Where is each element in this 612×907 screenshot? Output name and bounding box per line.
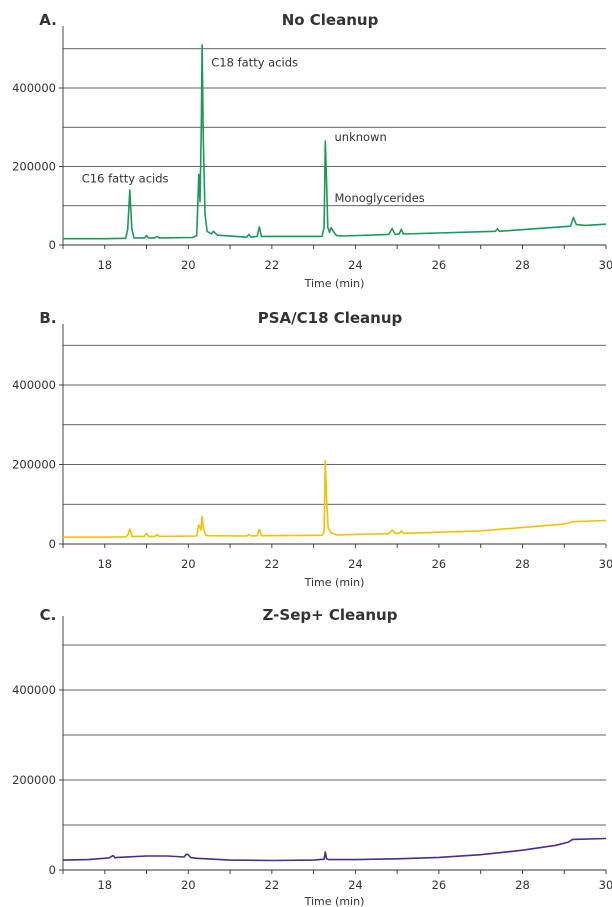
- annotation: Monoglycerides: [335, 191, 425, 205]
- panel-letter: C.: [40, 606, 57, 624]
- y-tick-label: 200000: [12, 458, 56, 472]
- x-tick-label: 26: [432, 258, 447, 272]
- annotation: unknown: [335, 130, 387, 144]
- x-tick-label: 20: [181, 258, 196, 272]
- x-tick-label: 18: [97, 557, 112, 571]
- chart-panel-c: C. Z-Sep+ Cleanup 0 200000 400000 18 20 22 24 26 2…: [12, 606, 612, 907]
- y-tick-label: 400000: [12, 378, 56, 392]
- x-tick-label: 20: [181, 878, 196, 892]
- x-axis-label: Time (min): [304, 277, 365, 290]
- panel-letter: B.: [39, 309, 56, 327]
- y-tick-label: 0: [49, 537, 56, 551]
- x-tick-label: 30: [599, 878, 612, 892]
- y-tick-label: 0: [49, 238, 56, 252]
- x-axis-label: Time (min): [304, 895, 365, 907]
- y-tick-label: 0: [49, 863, 56, 877]
- x-tick-label: 30: [599, 557, 612, 571]
- x-tick-label: 26: [432, 878, 447, 892]
- x-axis-label: Time (min): [304, 576, 365, 589]
- x-tick-label: 24: [348, 878, 363, 892]
- x-tick-label: 28: [515, 878, 530, 892]
- x-tick-label: 18: [97, 878, 112, 892]
- chart-panel-b: B. PSA/C18 Cleanup 0 200000 400000 18 20 22 24 26…: [12, 309, 612, 589]
- chart-panel-a: A. No Cleanup 0 200000 400000 18 20 22 24 26 28 30 T…: [12, 11, 612, 290]
- annotation: C16 fatty acids: [82, 171, 169, 185]
- series-line-0: [63, 43, 607, 240]
- chart-title: No Cleanup: [282, 11, 379, 29]
- x-tick-label: 30: [599, 258, 612, 272]
- y-tick-label: 400000: [12, 683, 56, 697]
- series-line-0: [62, 837, 607, 862]
- annotation: C18 fatty acids: [211, 55, 298, 69]
- x-tick-label: 22: [265, 557, 280, 571]
- series-line-0: [63, 459, 607, 539]
- x-tick-label: 20: [181, 557, 196, 571]
- y-tick-label: 200000: [12, 160, 56, 174]
- y-tick-label: 400000: [12, 81, 56, 95]
- x-tick-label: 26: [432, 557, 447, 571]
- x-tick-label: 24: [348, 258, 363, 272]
- x-tick-label: 22: [265, 258, 280, 272]
- chart-title: PSA/C18 Cleanup: [258, 309, 403, 327]
- x-tick-label: 22: [265, 878, 280, 892]
- x-tick-label: 18: [97, 258, 112, 272]
- y-tick-label: 200000: [12, 773, 56, 787]
- chart-title: Z-Sep+ Cleanup: [263, 606, 398, 624]
- x-tick-label: 24: [348, 557, 363, 571]
- panel-letter: A.: [39, 11, 57, 29]
- x-tick-label: 28: [515, 258, 530, 272]
- x-tick-label: 28: [515, 557, 530, 571]
